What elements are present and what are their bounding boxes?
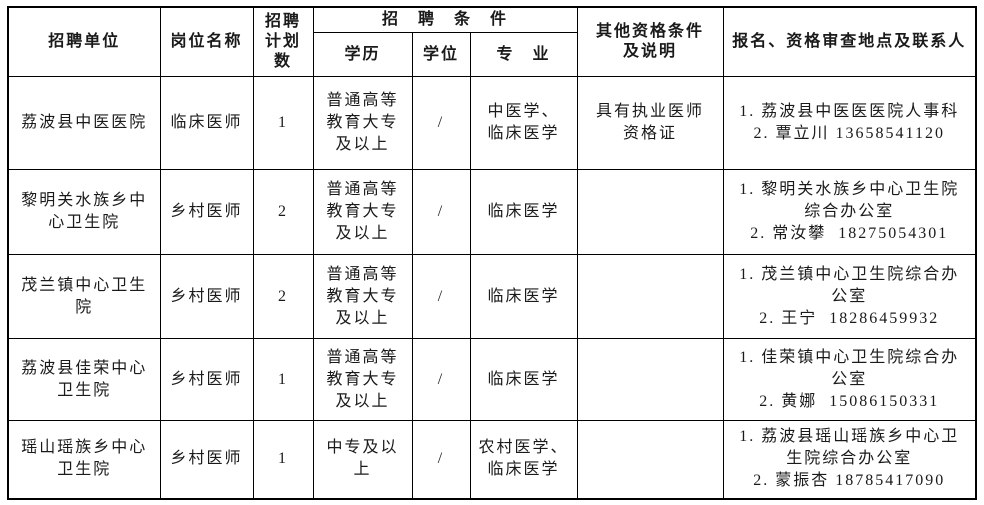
cell-contact: 1. 茂兰镇中心卫生院综合办 公室 2. 王宁 18286459932 [722,254,977,339]
cell-other-qualifications [576,169,724,255]
header-row-2: 学历 学位 专 业 [8,32,976,77]
header-unit: 招聘单位 [7,6,161,77]
cell-contact: 1. 黎明关水族乡中心卫生院 综合办公室 2. 常汝攀 18275054301 [722,169,977,255]
cell-count: 1 [252,76,314,170]
cell-count: 1 [252,338,314,421]
header-degree: 学位 [411,32,471,77]
header-contact: 报名、资格审查地点及联系人 [722,6,977,77]
header-count: 招聘 计划 数 [252,6,314,77]
recruitment-table: 招聘单位 岗位名称 招聘 计划 数 招 聘 条 件 其他资格条件 及说明 报名、… [7,6,978,500]
cell-count: 1 [252,420,314,499]
table-row: 茂兰镇中心卫生 院 乡村医师 2 普通高等 教育大专 及以上 / 临床医学 1.… [7,254,977,339]
header-education: 学历 [312,32,413,77]
cell-degree: / [411,169,471,255]
cell-major: 临床医学 [469,169,578,255]
header-row-1: 招聘单位 岗位名称 招聘 计划 数 招 聘 条 件 其他资格条件 及说明 报名、… [7,6,977,77]
table-header: 招聘单位 岗位名称 招聘 计划 数 招 聘 条 件 其他资格条件 及说明 报名、… [7,6,977,77]
cell-education: 普通高等 教育大专 及以上 [312,76,413,170]
cell-unit: 茂兰镇中心卫生 院 [7,254,161,339]
table-row: 瑶山瑶族乡中心 卫生院 乡村医师 1 中专及以 上 / 农村医学、 临床医学 1… [7,420,977,499]
table-row: 黎明关水族乡中 心卫生院 乡村医师 2 普通高等 教育大专 及以上 / 临床医学… [7,169,977,255]
cell-degree: / [411,338,471,421]
cell-education: 普通高等 教育大专 及以上 [312,338,413,421]
table-row: 荔波县佳荣中心 卫生院 乡村医师 1 普通高等 教育大专 及以上 / 临床医学 … [7,338,977,421]
cell-position: 临床医师 [159,76,254,170]
table-body: 荔波县中医医院 临床医师 1 普通高等 教育大专 及以上 / 中医学、 临床医学… [7,76,977,499]
cell-education: 普通高等 教育大专 及以上 [312,254,413,339]
cell-other-qualifications [576,420,724,499]
cell-position: 乡村医师 [159,420,254,499]
cell-contact: 1. 荔波县中医医医院人事科 2. 覃立川 13658541120 [722,76,977,170]
cell-major: 临床医学 [469,338,578,421]
cell-education: 中专及以 上 [312,420,413,499]
cell-unit: 荔波县佳荣中心 卫生院 [7,338,161,421]
header-position: 岗位名称 [159,6,254,77]
header-major: 专 业 [469,32,578,77]
cell-degree: / [411,254,471,339]
cell-unit: 荔波县中医医院 [7,76,161,170]
cell-contact: 1. 荔波县瑶山瑶族乡中心卫 生院综合办公室 2. 蒙振杏 1878541709… [722,420,977,499]
cell-position: 乡村医师 [159,254,254,339]
cell-position: 乡村医师 [159,169,254,255]
cell-other-qualifications [576,338,724,421]
cell-count: 2 [252,254,314,339]
table-row: 荔波县中医医院 临床医师 1 普通高等 教育大专 及以上 / 中医学、 临床医学… [7,76,977,170]
cell-major: 中医学、 临床医学 [469,76,578,170]
cell-degree: / [411,76,471,170]
cell-degree: / [411,420,471,499]
cell-major: 农村医学、 临床医学 [469,420,578,499]
cell-other-qualifications: 具有执业医师 资格证 [576,76,724,170]
cell-other-qualifications [576,254,724,339]
cell-unit: 黎明关水族乡中 心卫生院 [7,169,161,255]
cell-unit: 瑶山瑶族乡中心 卫生院 [7,420,161,499]
header-conditions: 招 聘 条 件 [312,6,578,33]
header-other-qualifications: 其他资格条件 及说明 [576,6,724,77]
cell-education: 普通高等 教育大专 及以上 [312,169,413,255]
cell-position: 乡村医师 [159,338,254,421]
cell-contact: 1. 佳荣镇中心卫生院综合办 公室 2. 黄娜 15086150331 [722,338,977,421]
cell-count: 2 [252,169,314,255]
cell-major: 临床医学 [469,254,578,339]
